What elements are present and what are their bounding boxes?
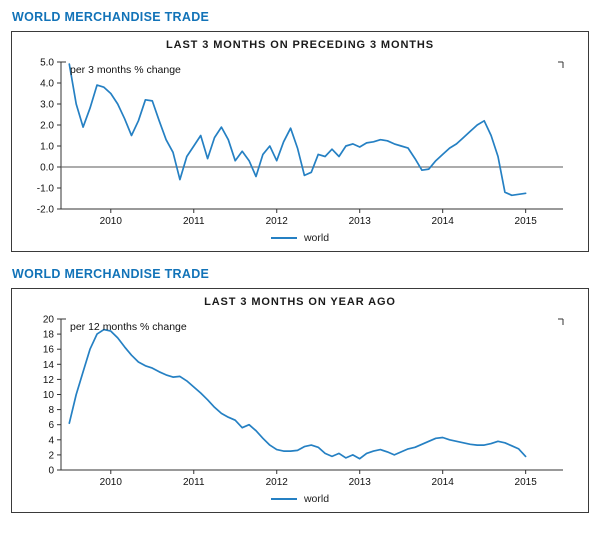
chart-heading-2: WORLD MERCHANDISE TRADE — [12, 267, 210, 281]
svg-text:20: 20 — [43, 315, 55, 326]
svg-text:6: 6 — [48, 420, 54, 431]
svg-text:10: 10 — [43, 390, 55, 401]
svg-text:4.0: 4.0 — [40, 79, 54, 90]
chart-heading-1: WORLD MERCHANDISE TRADE — [12, 10, 210, 24]
svg-text:4: 4 — [48, 435, 54, 446]
svg-text:2010: 2010 — [100, 477, 123, 488]
svg-text:2011: 2011 — [183, 477, 205, 488]
legend-line-swatch — [270, 498, 297, 500]
svg-text:2012: 2012 — [266, 216, 289, 227]
svg-text:-1.0: -1.0 — [37, 184, 55, 195]
svg-text:0: 0 — [48, 466, 54, 477]
legend-1: world — [20, 230, 580, 247]
page: WORLD MERCHANDISE TRADE LAST 3 MONTHS ON… — [11, 10, 589, 513]
svg-text:2014: 2014 — [432, 216, 455, 227]
svg-text:18: 18 — [43, 330, 55, 341]
svg-text:1.0: 1.0 — [40, 142, 54, 153]
svg-text:2013: 2013 — [349, 477, 372, 488]
chart-title-2: LAST 3 MONTHS ON YEAR AGO — [204, 296, 396, 308]
legend-2: world — [20, 491, 580, 508]
svg-text:2013: 2013 — [349, 216, 372, 227]
svg-text:per 3 months % change: per 3 months % change — [70, 64, 181, 76]
svg-text:2011: 2011 — [183, 216, 205, 227]
line-chart-preceding-3-months: 5.0 4.0 3.0 2.0 1.0 0.0 -1.0 -2.0 2010 2011 2012 20… — [37, 58, 564, 227]
svg-text:per 12 months % change: per 12 months % change — [70, 321, 187, 333]
svg-text:16: 16 — [43, 345, 55, 356]
svg-text:-2.0: -2.0 — [37, 205, 55, 216]
svg-text:2.0: 2.0 — [40, 121, 54, 132]
svg-text:2015: 2015 — [515, 216, 538, 227]
legend-line-swatch — [270, 237, 297, 239]
svg-text:8: 8 — [48, 405, 54, 416]
svg-text:14: 14 — [43, 360, 55, 371]
svg-text:2012: 2012 — [266, 477, 289, 488]
svg-text:0.0: 0.0 — [40, 163, 54, 174]
svg-text:2014: 2014 — [432, 477, 455, 488]
svg-text:2010: 2010 — [100, 216, 123, 227]
chart-panel-2: LAST 3 MONTHS ON YEAR AGO 20 18 16 14 12 10 8 6… — [11, 288, 589, 513]
chart-panel-1: LAST 3 MONTHS ON PRECEDING 3 MONTHS 5.0 4… — [11, 31, 589, 252]
svg-text:12: 12 — [43, 375, 55, 386]
svg-text:5.0: 5.0 — [40, 58, 54, 69]
legend-label: world — [303, 493, 330, 505]
chart-title-1: LAST 3 MONTHS ON PRECEDING 3 MONTHS — [165, 39, 435, 51]
svg-text:3.0: 3.0 — [40, 100, 54, 111]
legend-label: world — [303, 232, 330, 244]
svg-text:2: 2 — [48, 450, 54, 461]
svg-text:2015: 2015 — [515, 477, 538, 488]
